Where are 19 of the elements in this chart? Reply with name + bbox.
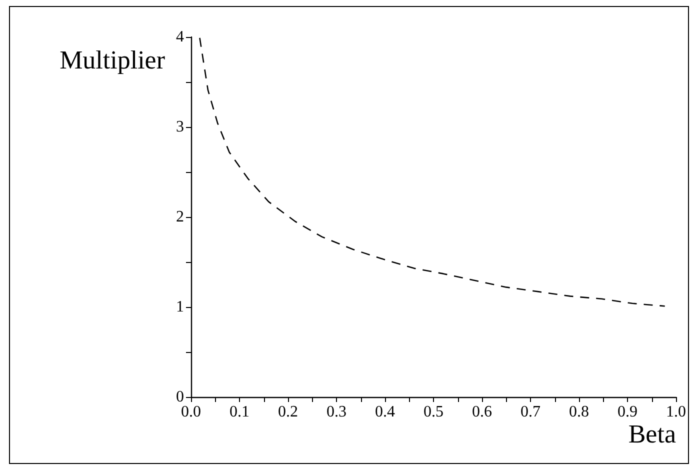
x-tick-label: 0.6 xyxy=(472,404,492,420)
y-axis-title: Multiplier xyxy=(60,46,166,74)
x-tick-label: 0.2 xyxy=(278,404,298,420)
x-tick-label: 0.8 xyxy=(569,404,589,420)
x-tick-label: 0.0 xyxy=(181,404,201,420)
y-tick-label: 0 xyxy=(176,388,184,406)
x-tick-label: 0.1 xyxy=(230,404,250,420)
x-tick-label: 0.5 xyxy=(424,404,444,420)
x-tick-label: 0.4 xyxy=(375,404,395,420)
line-series xyxy=(199,37,666,307)
x-axis-title: Beta xyxy=(628,420,676,448)
y-tick-label: 2 xyxy=(176,208,184,226)
x-tick-label: 1.0 xyxy=(666,404,686,420)
x-tick-label: 0.7 xyxy=(520,404,540,420)
y-tick-label: 4 xyxy=(176,28,184,46)
y-tick-label: 1 xyxy=(176,298,184,316)
x-tick-label: 0.9 xyxy=(618,404,638,420)
x-tick-label: 0.3 xyxy=(326,404,346,420)
y-tick-label: 3 xyxy=(176,118,184,136)
